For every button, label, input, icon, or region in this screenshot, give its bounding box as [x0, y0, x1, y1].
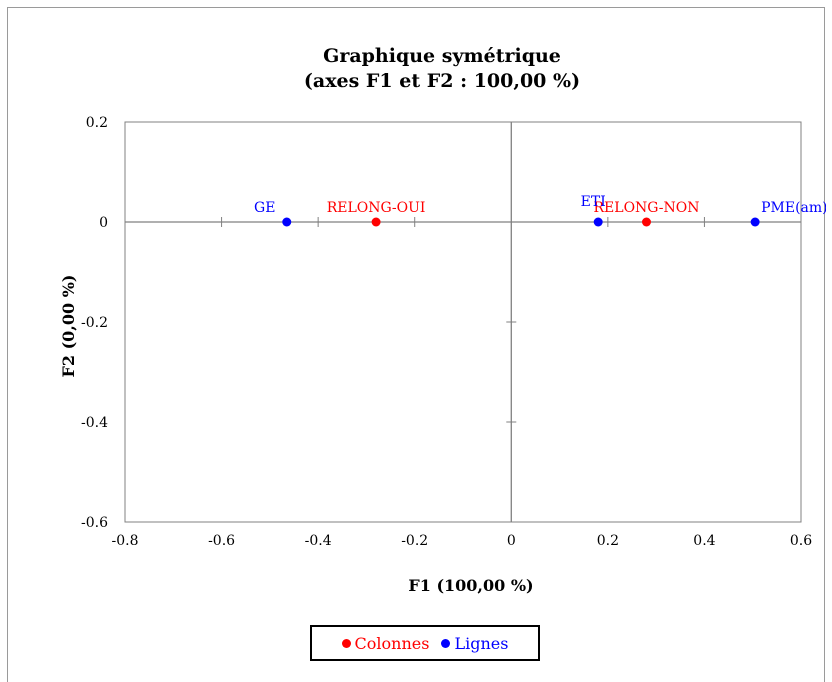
chart-subtitle: (axes F1 et F2 : 100,00 %)	[304, 70, 580, 92]
chart-title: Graphique symétrique	[323, 45, 561, 67]
data-point	[282, 218, 291, 227]
point-label: ETI	[581, 194, 606, 210]
data-point	[594, 218, 603, 227]
data-point	[642, 218, 651, 227]
point-label: GE	[254, 200, 275, 216]
y-axis-label: F2 (0,00 %)	[59, 275, 78, 378]
data-point	[751, 218, 760, 227]
x-tick-label: 0	[507, 533, 516, 549]
x-tick-label: 0.4	[693, 533, 715, 549]
y-tick-label: -0.2	[81, 315, 108, 331]
chart-frame: Graphique symétrique (axes F1 et F2 : 10…	[7, 7, 825, 682]
x-tick-label: 0.6	[790, 533, 812, 549]
axes-layer	[125, 122, 801, 522]
y-tick-label: -0.4	[81, 415, 108, 431]
x-tick-label: -0.4	[305, 533, 332, 549]
data-point	[372, 218, 381, 227]
x-tick-label: -0.2	[401, 533, 428, 549]
y-tick-label: 0	[99, 215, 108, 231]
x-tick-label: 0.2	[597, 533, 619, 549]
point-label: PME(am)	[761, 200, 826, 216]
legend-marker-colonnes	[342, 639, 351, 648]
chart-legend: Colonnes Lignes	[310, 625, 540, 661]
legend-item-colonnes: Colonnes	[342, 634, 430, 653]
x-axis-label: F1 (100,00 %)	[408, 576, 533, 595]
point-label: RELONG-OUI	[327, 200, 426, 216]
point-label: RELONG-NON	[594, 200, 700, 216]
y-tick-label: 0.2	[86, 115, 108, 131]
x-tick-label: -0.8	[112, 533, 139, 549]
legend-label-colonnes: Colonnes	[355, 634, 430, 653]
chart-svg: Graphique symétrique (axes F1 et F2 : 10…	[8, 8, 826, 676]
legend-label-lignes: Lignes	[454, 634, 508, 653]
legend-item-lignes: Lignes	[441, 634, 508, 653]
y-tick-label: -0.6	[81, 515, 108, 531]
tick-labels: -0.8 -0.6 -0.4 -0.2 0 0.2 0.4 0.60.20-0.2-0.4-0…	[81, 115, 812, 549]
plot-area	[125, 122, 801, 522]
legend-marker-lignes	[441, 639, 450, 648]
x-tick-label: -0.6	[208, 533, 235, 549]
